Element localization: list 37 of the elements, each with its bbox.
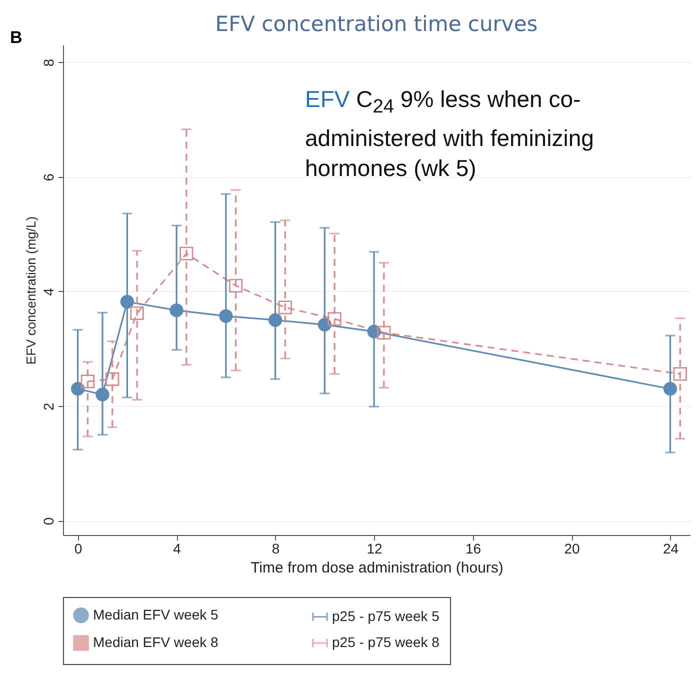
point: [130, 306, 144, 320]
x-tick-label: 12: [366, 540, 383, 556]
y-tick-label: 8: [40, 58, 56, 67]
point: [268, 313, 282, 327]
x-tick-label: 20: [564, 540, 580, 556]
point: [278, 300, 292, 314]
text: p25 - p75 week 8: [332, 634, 440, 650]
y-tick-label: 6: [40, 173, 56, 182]
y-tick-label: 2: [40, 402, 56, 410]
point: [80, 374, 95, 388]
y-axis-title: EFV concentration (mg/L): [24, 216, 38, 365]
legend-label: Median EFV week 5: [93, 606, 218, 622]
point: [377, 326, 391, 340]
point: [70, 382, 85, 396]
legend-label: Median EFV week 8: [93, 634, 218, 650]
text: p25 - p75 week 5: [332, 608, 440, 624]
x-tick-label: 24: [662, 540, 679, 556]
annotation: EFV C$_{24}$ 9% less when co-administered with feminizing hormones (wk 5): [305, 85, 595, 183]
point: [120, 294, 134, 309]
y-tick-label: 4: [40, 288, 56, 296]
x-tick-label: 0: [74, 540, 82, 556]
point: [673, 367, 687, 381]
x-tick-label: 8: [272, 540, 280, 556]
x-axis-title: Time from dose administration (hours): [250, 560, 504, 576]
point: [228, 278, 243, 293]
point: [170, 304, 184, 318]
point: [106, 372, 120, 386]
point: [96, 388, 110, 402]
y-tick-label: 0: [40, 517, 56, 526]
chart-title: EFV concentration time curves: [215, 12, 538, 36]
point: [328, 312, 342, 326]
text: B: [10, 28, 22, 48]
point: [663, 382, 678, 396]
x-tick-label: 4: [173, 540, 182, 556]
point: [219, 309, 233, 323]
point: [180, 246, 194, 260]
x-tick-label: 16: [465, 540, 482, 556]
